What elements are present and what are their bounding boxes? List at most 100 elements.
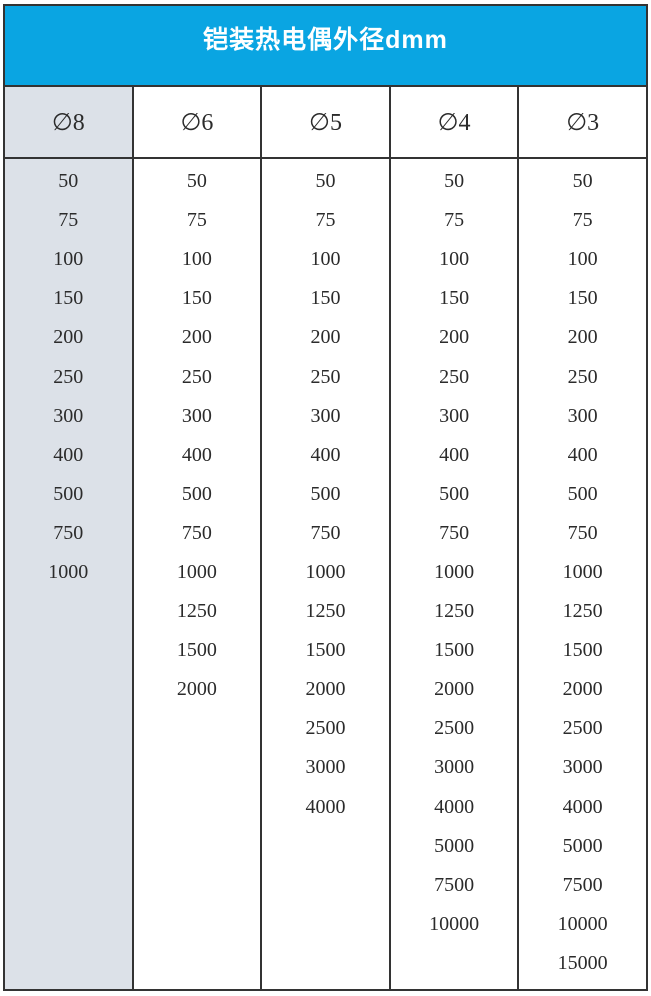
table-cell (262, 827, 389, 866)
table-cell (262, 944, 389, 983)
table-cell: 10000 (557, 912, 608, 935)
table-cell: 150 (53, 287, 84, 310)
column-body: 50 75 100 150 200 250 300 400 500 750 1000 1250 1500… (519, 159, 646, 989)
table-cell: 500 (439, 482, 470, 505)
table-cell: 1500 (434, 639, 475, 662)
table-cell (134, 709, 261, 748)
table-cell (5, 709, 132, 748)
table-cell: 2000 (562, 678, 603, 701)
table-cell: 150 (439, 287, 470, 310)
table-cell (134, 788, 261, 827)
table-body-grid: ∅8 50 75 100 150 200 250 300 400 500 750 1000 ∅6 50 75… (5, 87, 646, 989)
table-cell (134, 944, 261, 983)
table-cell: 1000 (434, 560, 475, 583)
table-cell (5, 592, 132, 631)
table-cell: 150 (310, 287, 341, 310)
column-body: 50 75 100 150 200 250 300 400 500 750 1000 (5, 159, 132, 989)
table-cell: 1000 (48, 560, 89, 583)
table-cell: 250 (567, 365, 598, 388)
table-cell (134, 905, 261, 944)
table-column: ∅8 50 75 100 150 200 250 300 400 500 750 1000 (5, 87, 132, 989)
table-cell: 1000 (176, 560, 217, 583)
table-cell: 150 (567, 287, 598, 310)
table-cell: 15000 (557, 951, 608, 974)
table-cell: 4000 (305, 795, 346, 818)
table-cell: 500 (181, 482, 212, 505)
table-cell (5, 905, 132, 944)
table-cell: 400 (53, 443, 84, 466)
table-cell: 500 (310, 482, 341, 505)
table-cell: 2000 (176, 678, 217, 701)
table-cell: 1500 (176, 639, 217, 662)
table-cell: 4000 (434, 795, 475, 818)
table-title: 铠装热电偶外径dmm (203, 26, 448, 54)
table-cell (134, 827, 261, 866)
table-cell: 7500 (434, 873, 475, 896)
table-cell: 75 (444, 209, 465, 232)
table-cell: 200 (567, 326, 598, 349)
table-column: ∅3 50 75 100 150 200 250 300 400 500 750 1000 1250 15… (517, 87, 646, 989)
table-cell: 7500 (562, 873, 603, 896)
table-cell (134, 748, 261, 787)
table-cell: 50 (58, 170, 79, 193)
table-cell: 2500 (562, 717, 603, 740)
table-cell: 1250 (176, 600, 217, 623)
table-cell: 1500 (305, 639, 346, 662)
table-cell: 5000 (562, 834, 603, 857)
table-cell: 100 (53, 248, 84, 271)
table-cell: 200 (53, 326, 84, 349)
table-cell (5, 788, 132, 827)
table-cell: 50 (444, 170, 465, 193)
table-cell: 1000 (562, 560, 603, 583)
table-cell: 500 (567, 482, 598, 505)
table-cell: 300 (53, 404, 84, 427)
table-cell: 1250 (562, 600, 603, 623)
table-cell (5, 944, 132, 983)
table-cell: 3000 (305, 756, 346, 779)
table-cell: 250 (53, 365, 84, 388)
table-cell: 4000 (562, 795, 603, 818)
table-cell: 200 (439, 326, 470, 349)
table-cell (5, 631, 132, 670)
table-cell: 250 (439, 365, 470, 388)
column-header: ∅6 (133, 87, 261, 159)
table-cell: 100 (310, 248, 341, 271)
table-cell (5, 748, 132, 787)
table-cell: 100 (181, 248, 212, 271)
column-header: ∅5 (262, 87, 389, 159)
table-cell: 50 (572, 170, 593, 193)
column-body: 50 75 100 150 200 250 300 400 500 750 1000 1250 1500… (134, 159, 261, 989)
table-cell: 3000 (434, 756, 475, 779)
table-cell (262, 866, 389, 905)
table-cell: 150 (181, 287, 212, 310)
table-cell: 5000 (434, 834, 475, 857)
table-cell: 250 (181, 365, 212, 388)
table-cell: 100 (567, 248, 598, 271)
table-cell: 2500 (434, 717, 475, 740)
table-cell: 400 (439, 443, 470, 466)
table-cell: 1250 (434, 600, 475, 623)
table-cell: 300 (567, 404, 598, 427)
table-cell: 50 (186, 170, 207, 193)
table-cell: 1000 (305, 560, 346, 583)
table-cell (262, 905, 389, 944)
table-cell: 50 (315, 170, 336, 193)
column-header: ∅8 (5, 87, 132, 159)
table-cell: 100 (439, 248, 470, 271)
table-cell: 400 (181, 443, 212, 466)
table-cell: 300 (439, 404, 470, 427)
table-cell: 300 (310, 404, 341, 427)
table-cell: 75 (186, 209, 207, 232)
table-cell: 500 (53, 482, 84, 505)
table-cell: 2000 (434, 678, 475, 701)
table-title-band: 铠装热电偶外径dmm (5, 6, 646, 87)
table-cell: 1250 (305, 600, 346, 623)
table-cell: 400 (567, 443, 598, 466)
table-cell: 750 (310, 521, 341, 544)
table-cell: 2500 (305, 717, 346, 740)
table-cell (134, 866, 261, 905)
table-cell: 200 (181, 326, 212, 349)
table-cell: 750 (181, 521, 212, 544)
column-header: ∅4 (390, 87, 518, 159)
